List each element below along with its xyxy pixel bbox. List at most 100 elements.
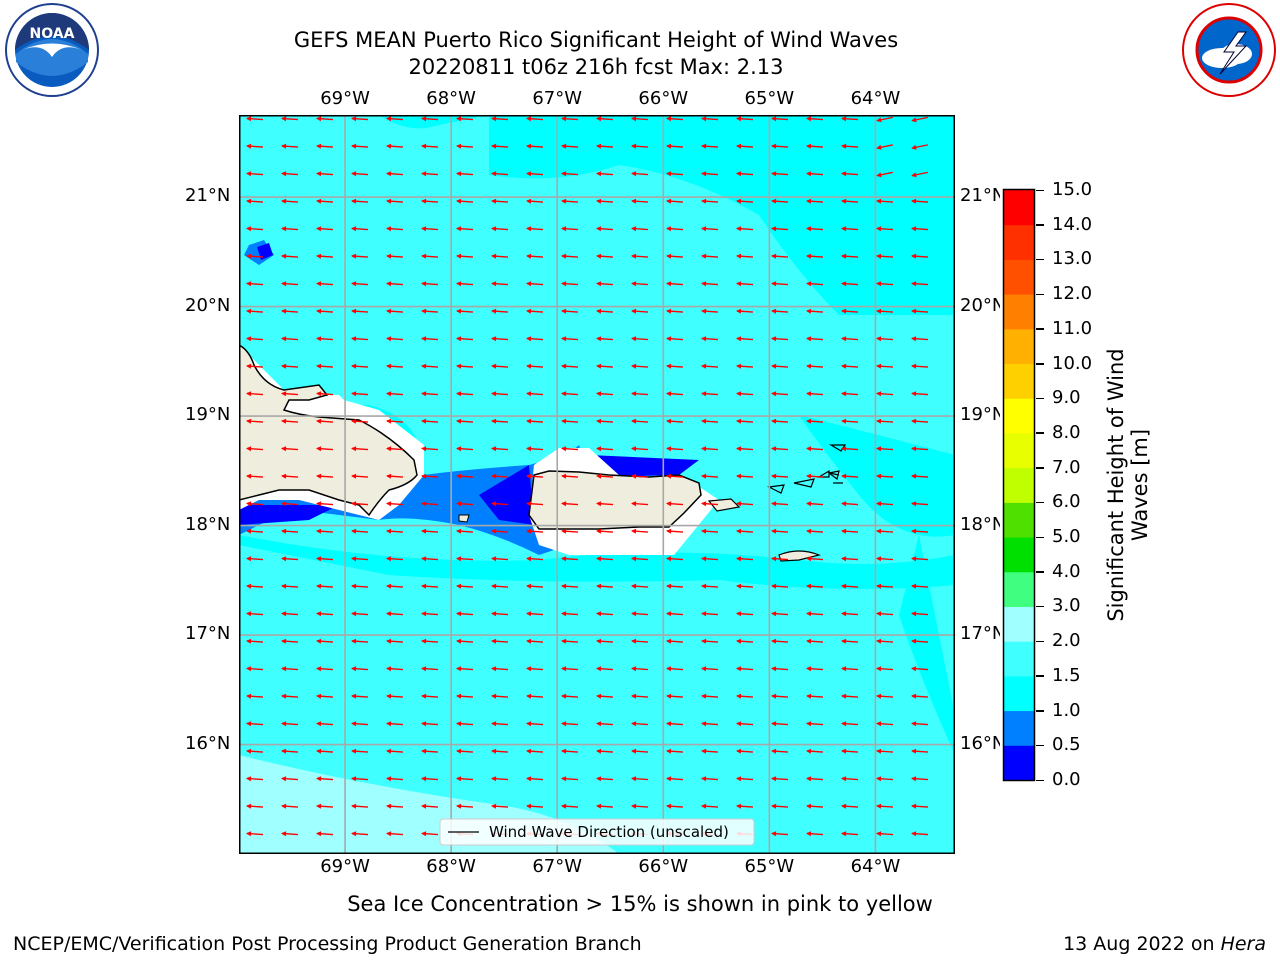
wave-direction-arrow xyxy=(456,171,474,177)
wave-direction-arrow xyxy=(771,171,789,177)
national-weather-service-logo-icon xyxy=(1182,3,1276,97)
wave-direction-arrow xyxy=(806,446,824,452)
wave-direction-arrow xyxy=(491,226,509,232)
wave-direction-arrow xyxy=(491,776,509,782)
wave-direction-arrow xyxy=(351,253,369,259)
wave-direction-arrow xyxy=(561,171,579,177)
colorbar-tick-mark xyxy=(1036,640,1044,643)
wave-direction-arrow xyxy=(806,556,824,562)
wave-direction-arrow xyxy=(771,501,789,507)
wave-direction-arrow xyxy=(351,308,369,314)
wave-direction-arrow xyxy=(806,611,824,617)
wave-direction-arrow xyxy=(736,748,754,754)
lat-tick-label-right: 21°N xyxy=(960,185,1000,207)
colorbar-segment xyxy=(1004,363,1034,399)
wave-direction-arrow xyxy=(561,198,579,204)
wave-direction-arrow xyxy=(421,116,439,122)
wave-direction-arrow xyxy=(351,721,369,727)
wave-direction-arrow xyxy=(806,143,824,149)
wave-direction-arrow xyxy=(491,638,509,644)
lon-tick-label-bottom: 64°W xyxy=(850,856,901,877)
wave-direction-arrow xyxy=(526,528,544,534)
wave-direction-arrow xyxy=(701,198,719,204)
wave-direction-arrow xyxy=(631,116,649,122)
wave-direction-arrow xyxy=(421,143,439,149)
wave-direction-arrow xyxy=(666,693,684,699)
wave-direction-arrow xyxy=(911,253,929,259)
wave-direction-arrow xyxy=(736,501,754,507)
wave-direction-arrow xyxy=(596,281,614,287)
colorbar-tick-label: 14.0 xyxy=(1052,213,1093,235)
wave-direction-arrow xyxy=(771,638,789,644)
colorbar-tick-mark xyxy=(1036,363,1044,365)
wave-direction-arrow xyxy=(316,583,334,589)
wave-direction-arrow xyxy=(876,721,894,727)
wave-direction-arrow xyxy=(841,198,859,204)
wave-direction-arrow xyxy=(421,831,439,837)
wave-direction-arrow xyxy=(911,776,929,782)
wave-direction-arrow xyxy=(841,748,859,754)
wave-direction-arrow xyxy=(456,556,474,562)
wave-direction-arrow xyxy=(806,583,824,589)
sea-ice-caption: Sea Ice Concentration > 15% is shown in … xyxy=(347,892,933,916)
lat-tick-label-left: 21°N xyxy=(185,185,231,207)
wave-direction-arrow xyxy=(351,638,369,644)
wave-direction-arrow xyxy=(701,583,719,589)
wave-direction-arrow xyxy=(281,446,299,452)
wave-direction-arrow xyxy=(386,748,404,754)
wave-direction-arrow xyxy=(386,803,404,809)
wave-direction-arrow xyxy=(246,748,264,754)
wave-direction-arrow xyxy=(631,226,649,232)
wave-direction-arrow xyxy=(351,143,369,149)
wave-direction-arrow xyxy=(526,143,544,149)
wave-direction-arrow xyxy=(526,363,544,369)
lat-tick-label-right: 20°N xyxy=(960,294,1000,316)
wave-direction-arrow xyxy=(876,308,894,314)
wave-direction-arrow xyxy=(806,831,824,837)
wave-direction-arrow xyxy=(351,693,369,699)
wave-direction-arrow xyxy=(596,501,614,507)
wave-direction-arrow xyxy=(876,638,894,644)
wave-direction-arrow xyxy=(841,116,859,122)
wave-direction-arrow xyxy=(526,171,544,177)
wave-direction-arrow xyxy=(281,198,299,204)
wave-direction-arrow xyxy=(456,666,474,672)
wave-direction-arrow xyxy=(561,308,579,314)
wave-direction-arrow xyxy=(596,638,614,644)
colorbar-tick-label: 11.0 xyxy=(1052,317,1093,339)
wave-direction-arrow xyxy=(911,803,929,809)
colorbar-tick-mark xyxy=(1036,189,1044,191)
wave-direction-arrow xyxy=(456,803,474,809)
wave-direction-arrow xyxy=(281,693,299,699)
wave-direction-arrow xyxy=(421,473,439,479)
colorbar-tick-label: 13.0 xyxy=(1052,248,1093,270)
wave-direction-arrow xyxy=(631,748,649,754)
wave-direction-arrow xyxy=(701,721,719,727)
wave-direction-arrow xyxy=(666,363,684,369)
wave-direction-arrow xyxy=(386,391,404,397)
wave-direction-arrow xyxy=(526,556,544,562)
wave-direction-arrow xyxy=(281,748,299,754)
colorbar-tick-mark xyxy=(1036,432,1044,434)
wave-direction-arrow xyxy=(911,583,929,589)
wave-direction-arrow xyxy=(491,528,509,534)
colorbar-label-line2: Waves [m] xyxy=(1128,428,1152,542)
wave-direction-arrow xyxy=(246,363,264,369)
wave-direction-arrow xyxy=(666,336,684,342)
footer-date-text: 13 Aug 2022 on xyxy=(1063,933,1221,955)
colorbar-segment xyxy=(1004,710,1034,746)
colorbar-tick-label: 0.0 xyxy=(1052,769,1081,790)
wave-direction-arrow xyxy=(316,748,334,754)
wave-direction-arrow xyxy=(526,693,544,699)
wave-direction-arrow xyxy=(701,171,719,177)
wave-direction-arrow xyxy=(701,308,719,314)
wave-direction-arrow xyxy=(841,473,859,479)
wave-direction-arrow xyxy=(771,583,789,589)
colorbar-tick-mark xyxy=(1036,779,1044,781)
wave-direction-arrow xyxy=(701,748,719,754)
wave-direction-arrow xyxy=(456,281,474,287)
wave-direction-arrow xyxy=(386,831,404,837)
wave-direction-arrow xyxy=(281,171,299,177)
wave-direction-arrow xyxy=(351,446,369,452)
wave-direction-arrow xyxy=(456,226,474,232)
